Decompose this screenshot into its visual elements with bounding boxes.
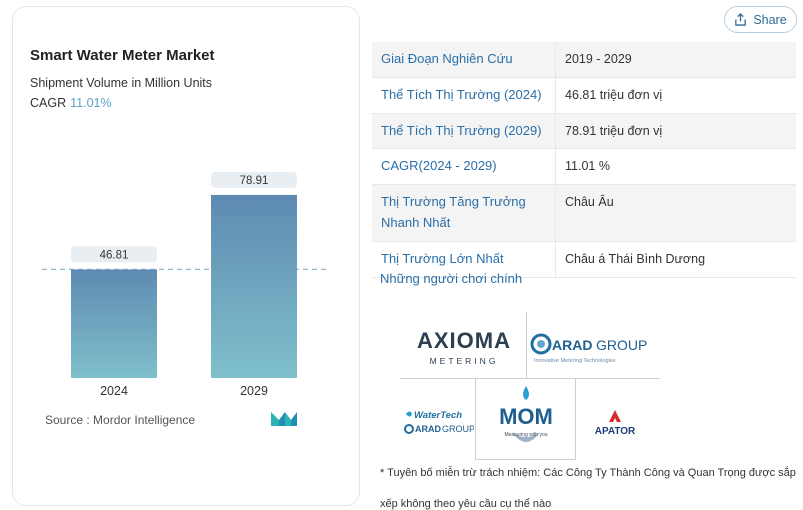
row-key: Thể Tích Thị Trường (2024) xyxy=(381,86,542,102)
mordor-logo-icon xyxy=(271,412,297,426)
bar-2024 xyxy=(71,269,157,378)
table-row: Thể Tích Thị Trường (2024) 46.81 triệu đ… xyxy=(372,77,796,114)
data-label-bg xyxy=(211,171,297,188)
row-key: CAGR(2024 - 2029) xyxy=(381,158,497,174)
arad-group-logo: ARAD GROUP Innovative Metering Technolog… xyxy=(530,333,647,364)
watertech-sub-a: ARAD xyxy=(415,424,441,434)
row-key: Thị Trường Tăng Trưởng Nhanh Nhất xyxy=(381,194,526,230)
key-players-heading: Những người chơi chính xyxy=(380,271,523,286)
data-label-bg xyxy=(71,246,157,263)
market-info-table: Giai Đoạn Nghiên Cứu 2019 - 2029 Thể Tíc… xyxy=(372,42,796,278)
cagr-value: 11.01% xyxy=(70,96,112,110)
share-icon xyxy=(735,13,747,26)
apator-logo: APATOR xyxy=(595,410,636,437)
chart-cagr: CAGR 11.01% xyxy=(30,96,112,110)
chart-source: Source : Mordor Intelligence xyxy=(45,413,196,427)
axioma-logo: AXIOMA METERING xyxy=(417,328,511,366)
row-key: Thể Tích Thị Trường (2029) xyxy=(381,122,542,138)
row-value: 11.01 % xyxy=(555,149,796,185)
row-value: 46.81 triệu đơn vị xyxy=(555,77,796,113)
row-value: Châu Âu xyxy=(555,185,796,241)
disclaimer-text: * Tuyên bố miễn trừ trách nhiệm: Các Côn… xyxy=(380,467,796,510)
key-players-grid: AXIOMA METERING ARAD GROUP Innovative Me… xyxy=(400,310,660,460)
row-value: Châu á Thái Bình Dương xyxy=(555,241,796,277)
table-row: CAGR(2024 - 2029) 11.01 % xyxy=(372,149,796,186)
table-row: Thị Trường Tăng Trưởng Nhanh Nhất Châu Â… xyxy=(372,185,796,242)
mom-tagline: Measuring with you xyxy=(504,432,547,438)
chart-card xyxy=(12,6,360,506)
table-row: Thị Trường Lớn Nhất Châu á Thái Bình Dươ… xyxy=(372,241,796,278)
mom-name: MOM xyxy=(499,404,553,429)
data-label: 46.81 xyxy=(100,249,129,261)
watertech-sub-b: GROUP xyxy=(442,424,474,434)
x-tick-label: 2024 xyxy=(100,384,128,398)
share-button[interactable]: Share xyxy=(724,6,797,33)
chart-subtitle: Shipment Volume in Million Units xyxy=(30,76,213,90)
arad-tagline: Innovative Metering Technologies xyxy=(534,358,616,364)
arad-suffix: GROUP xyxy=(596,337,647,353)
row-key: Thị Trường Lớn Nhất xyxy=(381,250,504,266)
watertech-name: WaterTech xyxy=(414,410,462,421)
x-tick-label: 2029 xyxy=(240,384,268,398)
cagr-label: CAGR xyxy=(30,96,67,110)
apator-name: APATOR xyxy=(595,426,636,437)
row-value: 2019 - 2029 xyxy=(555,42,796,77)
axioma-name: AXIOMA xyxy=(417,328,511,353)
mom-logo: MOM Measuring with you xyxy=(499,386,553,442)
data-label: 78.91 xyxy=(240,175,269,187)
arad-name: ARAD xyxy=(552,337,592,353)
table-row: Thể Tích Thị Trường (2029) 78.91 triệu đ… xyxy=(372,113,796,150)
chart-title: Smart Water Meter Market xyxy=(30,47,215,64)
row-key: Giai Đoạn Nghiên Cứu xyxy=(381,51,513,66)
axioma-sub: METERING xyxy=(430,356,499,366)
bar-2029 xyxy=(211,194,297,378)
watertech-logo: WaterTech ARAD GROUP xyxy=(404,410,474,434)
share-label: Share xyxy=(753,12,787,27)
row-value: 78.91 triệu đơn vị xyxy=(555,113,796,149)
bar-chart: 46.81 2024 78.91 2029 xyxy=(42,171,326,398)
table-row: Giai Đoạn Nghiên Cứu 2019 - 2029 xyxy=(372,42,796,78)
